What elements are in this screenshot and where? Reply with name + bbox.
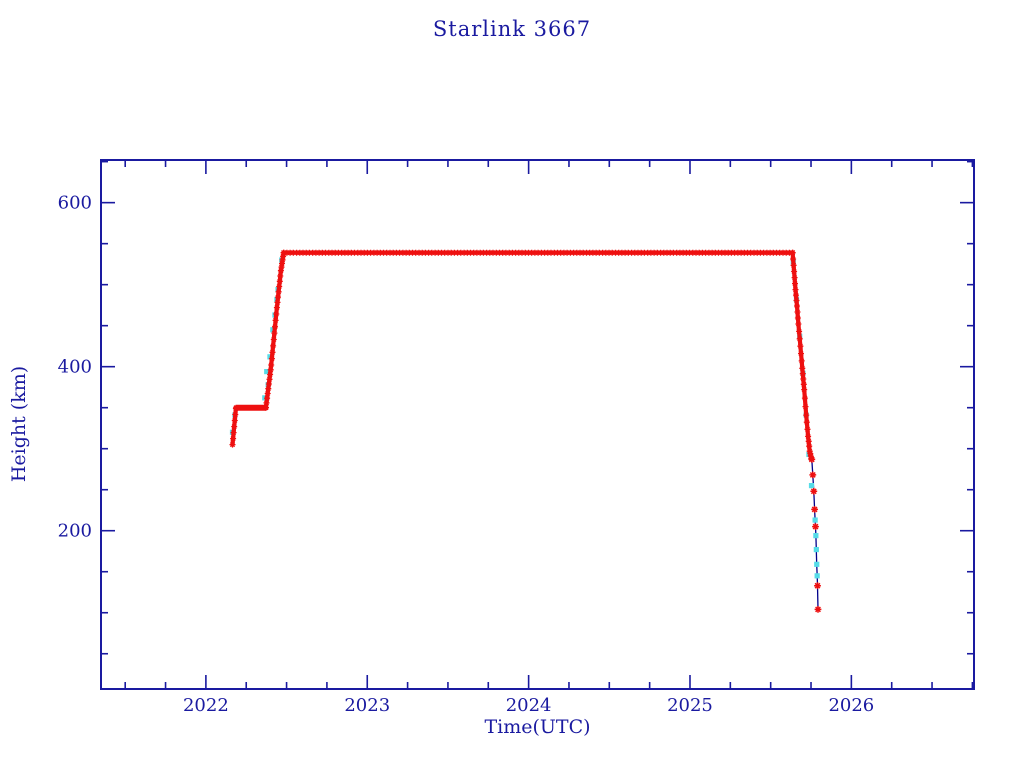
cyan-square-marker	[813, 546, 819, 553]
cyan-square-marker	[264, 369, 270, 375]
cyan-square-marker	[814, 573, 820, 579]
descent-connecting-line	[231, 252, 819, 610]
x-tick-label: 2022	[183, 695, 229, 716]
x-tick-label: 2023	[344, 695, 390, 716]
y-tick-label: 200	[58, 521, 92, 542]
x-tick-label: 2024	[506, 695, 552, 716]
cyan-square-marker	[812, 517, 818, 523]
red-asterisk-markers	[280, 249, 796, 256]
cyan-square-marker	[813, 533, 819, 539]
red-asterisk-markers	[262, 249, 287, 411]
x-tick-label: 2026	[828, 695, 874, 716]
cyan-square-marker	[814, 561, 820, 567]
y-tick-label: 600	[58, 193, 92, 214]
x-axis-title: Time(UTC)	[484, 716, 591, 738]
plot-frame	[100, 159, 975, 690]
chart-title: Starlink 3667	[432, 17, 592, 41]
x-tick-label: 2025	[667, 695, 713, 716]
cyan-square-marker	[808, 483, 815, 489]
red-asterisk-sparse-markers	[808, 456, 822, 613]
y-tick-label: 400	[58, 357, 92, 378]
red-asterisk-markers	[233, 404, 269, 411]
red-asterisk-markers	[789, 249, 815, 462]
